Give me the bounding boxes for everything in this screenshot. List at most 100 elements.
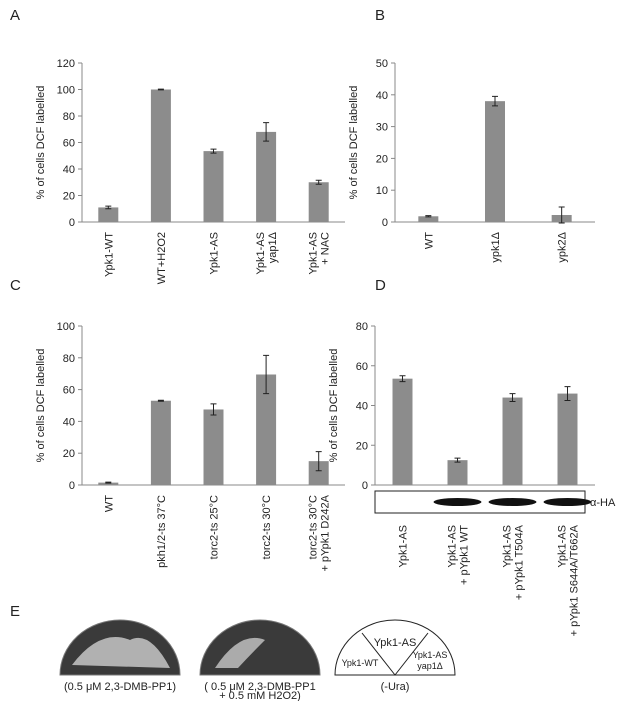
blot-band	[543, 498, 592, 506]
x-tick-label: + pYpk1 D242A	[320, 494, 332, 571]
plate-diagram	[334, 619, 456, 676]
caption: + 0.5 mM H2O2)	[219, 690, 301, 701]
x-tick-label: Ypk1-AS	[557, 525, 569, 568]
error-bar	[210, 403, 217, 416]
error-bar	[399, 375, 406, 383]
y-tick-label: 0	[69, 480, 75, 492]
x-tick-label: WT	[103, 495, 115, 512]
bar	[502, 397, 523, 485]
panel-label: B	[375, 7, 385, 24]
x-tick-label: Ypk1-AS	[209, 232, 221, 275]
y-tick-label: 100	[57, 85, 75, 97]
bar	[447, 460, 468, 485]
error-bar	[558, 206, 565, 224]
x-tick-label: ypk2Δ	[557, 231, 569, 262]
y-tick-label: 80	[63, 111, 75, 123]
y-tick-label: 120	[57, 58, 75, 70]
error-bar	[263, 122, 270, 142]
error-bar	[564, 386, 571, 402]
bar	[150, 89, 171, 222]
bar	[392, 378, 413, 485]
x-tick-label: + NAC	[320, 232, 332, 265]
y-tick-label: 40	[63, 416, 75, 428]
bar	[256, 374, 277, 485]
blot-band	[433, 498, 482, 506]
blot-band	[488, 498, 537, 506]
x-tick-label: + pYpk1 S644A/T662A	[569, 524, 581, 636]
panel-label: A	[10, 7, 20, 24]
y-tick-label: 30	[376, 122, 388, 134]
panel-label: C	[10, 277, 21, 294]
x-tick-label: Ypk1-AS	[255, 232, 267, 275]
blot-label: α-HA	[590, 497, 616, 509]
y-axis-label: % of cells DCF labelled	[35, 349, 47, 463]
x-tick-label: WT	[423, 232, 435, 249]
bar	[203, 151, 224, 222]
x-tick-label: + pYpk1 T504A	[514, 524, 526, 600]
error-bar	[263, 354, 270, 395]
error-bar	[157, 88, 164, 91]
x-tick-label: torc2-ts 30°C	[308, 495, 320, 559]
bar	[203, 409, 224, 485]
x-tick-label: Ypk1-WT	[103, 232, 115, 277]
bar	[98, 482, 119, 485]
caption: ( 0.5 μM 2,3-DMB-PP1	[204, 681, 315, 693]
bar	[308, 461, 329, 485]
caption: (-Ura)	[381, 681, 410, 693]
bar	[485, 101, 505, 222]
panel-label: E	[10, 603, 20, 620]
diagram-label: Ypk1-WT	[342, 658, 379, 668]
panel-label: D	[375, 277, 386, 294]
error-bar	[157, 399, 164, 402]
error-bar	[105, 205, 112, 210]
y-tick-label: 100	[57, 321, 75, 333]
x-tick-label: yap1Δ	[267, 231, 279, 263]
y-tick-label: 60	[356, 361, 368, 373]
diagram-label: Ypk1-AS	[374, 637, 417, 649]
bar	[256, 131, 277, 222]
y-tick-label: 10	[376, 185, 388, 197]
y-tick-label: 40	[376, 90, 388, 102]
error-bar	[315, 179, 322, 185]
plate	[199, 619, 321, 676]
y-tick-label: 80	[63, 353, 75, 365]
bar	[150, 400, 171, 485]
x-tick-label: Ypk1-AS	[398, 525, 410, 568]
caption: (0.5 μM 2,3-DMB-PP1)	[64, 681, 176, 693]
x-tick-label: Ypk1-AS	[447, 525, 459, 568]
y-tick-label: 80	[356, 321, 368, 333]
y-axis-label: % of cells DCF labelled	[348, 86, 360, 200]
x-tick-label: WT+H2O2	[156, 232, 168, 284]
error-bar	[454, 457, 461, 463]
plate	[59, 619, 181, 676]
y-tick-label: 0	[382, 217, 388, 229]
y-tick-label: 40	[63, 164, 75, 176]
y-tick-label: 20	[376, 153, 388, 165]
error-bar	[492, 95, 498, 107]
bar	[418, 216, 439, 222]
y-axis-label: % of cells DCF labelled	[328, 349, 340, 463]
bar	[557, 393, 578, 485]
x-tick-label: Ypk1-AS	[308, 232, 320, 275]
y-tick-label: 20	[356, 440, 368, 452]
y-tick-label: 0	[69, 217, 75, 229]
x-tick-label: Ypk1-AS	[502, 525, 514, 568]
diagram-label: Ypk1-AS	[413, 650, 448, 660]
y-tick-label: 40	[356, 401, 368, 413]
diagram-label: yap1Δ	[417, 661, 443, 671]
error-bar	[105, 481, 112, 484]
y-tick-label: 20	[63, 191, 75, 203]
y-tick-label: 0	[362, 480, 368, 492]
error-bar	[425, 215, 432, 218]
error-bar	[315, 451, 322, 472]
y-tick-label: 20	[63, 448, 75, 460]
x-tick-label: torc2-ts 30°C	[261, 495, 273, 559]
y-tick-label: 50	[376, 58, 388, 70]
x-tick-label: + pYpk1 WT	[459, 525, 471, 585]
bar	[98, 207, 119, 222]
y-tick-label: 60	[63, 138, 75, 150]
x-tick-label: torc2-ts 25°C	[209, 495, 221, 559]
x-tick-label: pkh1/2-ts 37°C	[156, 495, 168, 568]
x-tick-label: ypk1Δ	[490, 231, 502, 262]
